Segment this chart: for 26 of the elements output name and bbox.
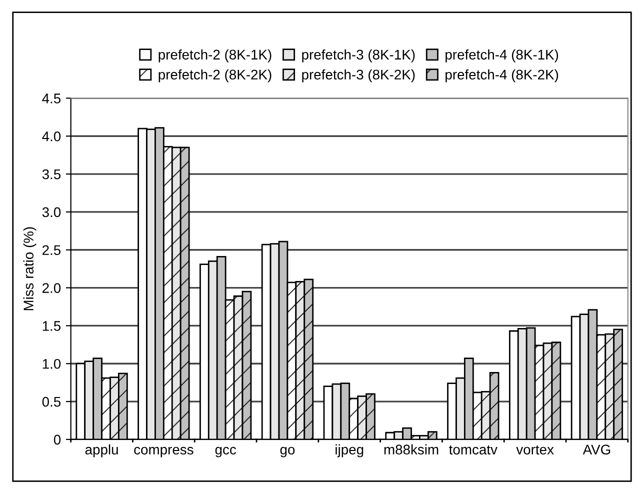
x-tick-label: vortex: [516, 445, 554, 455]
x-tick-label: AVG: [582, 444, 610, 455]
y-tick-label: 1.0: [42, 358, 61, 369]
legend-label: prefetch-4 (8K-1K): [446, 49, 558, 62]
x-tick-label: m88ksim: [384, 444, 438, 455]
y-axis-title: Miss ratio (%): [23, 227, 36, 310]
x-tick-label: ijpeg: [336, 444, 364, 458]
y-tick-label: 3.5: [42, 169, 61, 180]
legend-label: prefetch-2 (8K-1K): [158, 49, 272, 62]
y-tick-label: 2.0: [42, 283, 61, 293]
y-tick-label: 0: [54, 434, 61, 445]
y-tick-label: 1.5: [42, 321, 61, 331]
y-tick-label: 4.5: [42, 94, 61, 104]
legend-label: prefetch-4 (8K-2K): [446, 69, 558, 82]
x-tick-label: gcc: [215, 446, 236, 458]
x-tick-label: compress: [134, 446, 194, 458]
legend-label: prefetch-3 (8K-2K): [302, 69, 415, 82]
x-tick-label: applu: [85, 444, 118, 458]
y-tick-label: 4.0: [42, 131, 61, 142]
x-tick-label: go: [280, 446, 295, 458]
x-tick-label: tomcatv: [449, 445, 498, 455]
y-tick-label: 0.5: [42, 396, 61, 407]
legend-label: prefetch-2 (8K-2K): [158, 69, 272, 82]
y-tick-label: 2.5: [42, 245, 61, 256]
y-tick-label: 3.0: [42, 207, 61, 218]
legend-label: prefetch-3 (8K-1K): [302, 49, 415, 62]
